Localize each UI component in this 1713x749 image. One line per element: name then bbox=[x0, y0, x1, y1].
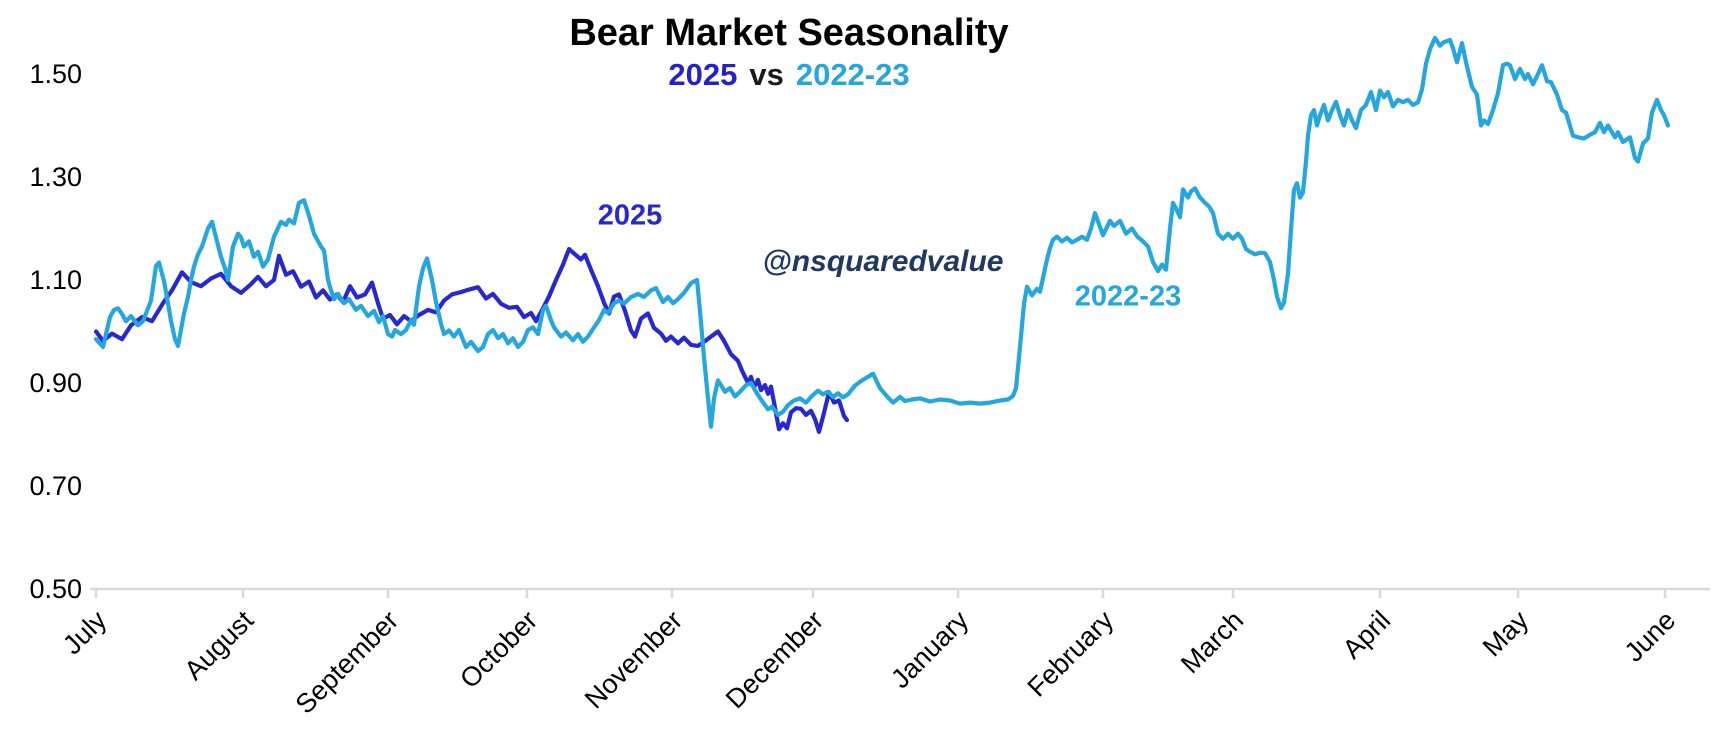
subtitle-year-2022-23: 2022-23 bbox=[795, 57, 910, 92]
series-line-2025 bbox=[93, 247, 850, 434]
x-label-december: December bbox=[720, 605, 829, 714]
x-label-july: July bbox=[57, 605, 113, 661]
x-label-september: September bbox=[290, 605, 405, 720]
y-label-1.50: 1.50 bbox=[29, 59, 82, 89]
series-label-2022-23: 2022-23 bbox=[1074, 280, 1182, 313]
subtitle-vs-text: vs bbox=[749, 57, 784, 92]
subtitle-year-2025: 2025 bbox=[668, 57, 738, 92]
x-label-october: October bbox=[454, 605, 543, 694]
chart-subtitle: 2025 vs 2022-23 bbox=[668, 57, 909, 93]
x-label-november: November bbox=[579, 605, 688, 714]
series-line-2022-23 bbox=[93, 35, 1671, 429]
x-label-january: January bbox=[885, 605, 974, 694]
y-label-1.30: 1.30 bbox=[29, 162, 82, 192]
x-label-may: May bbox=[1477, 605, 1535, 663]
chart-title: Bear Market Seasonality bbox=[569, 12, 1009, 54]
y-label-0.50: 0.50 bbox=[29, 574, 82, 604]
x-label-april: April bbox=[1337, 605, 1396, 664]
x-label-august: August bbox=[179, 605, 260, 686]
y-label-0.70: 0.70 bbox=[29, 471, 82, 501]
watermark-text: @nsquaredvalue bbox=[762, 245, 1004, 278]
x-label-march: March bbox=[1175, 605, 1249, 679]
x-label-june: June bbox=[1619, 605, 1682, 668]
y-label-1.10: 1.10 bbox=[29, 265, 82, 295]
x-label-february: February bbox=[1022, 605, 1120, 703]
y-label-0.90: 0.90 bbox=[29, 368, 82, 398]
series-label-2025: 2025 bbox=[597, 199, 663, 232]
